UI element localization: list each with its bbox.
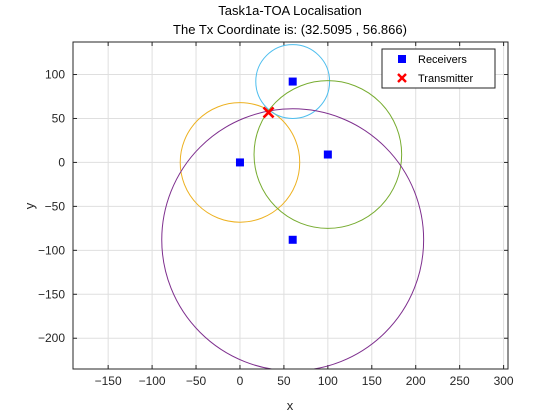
legend-receivers-marker bbox=[398, 55, 406, 63]
x-axis-label: x bbox=[287, 398, 294, 413]
range-circle bbox=[253, 80, 403, 229]
x-tick-label: 100 bbox=[318, 374, 338, 388]
legend-transmitter-marker bbox=[397, 73, 407, 83]
x-tick-label: −150 bbox=[95, 374, 122, 388]
y-axis-label: y bbox=[22, 202, 37, 209]
receiver-marker bbox=[323, 150, 332, 159]
y-tick-label: 50 bbox=[52, 111, 66, 125]
legend-receivers-label: Receivers bbox=[418, 54, 467, 66]
chart-title: Task1a-TOA Localisation bbox=[218, 3, 362, 18]
x-tick-label: 50 bbox=[277, 374, 291, 388]
x-tick-label: 250 bbox=[450, 374, 470, 388]
range-circle bbox=[161, 108, 425, 369]
plot-frame bbox=[72, 41, 509, 370]
legend: Receivers Transmitter bbox=[381, 48, 496, 89]
range-circles bbox=[161, 44, 425, 369]
x-tick-label: 300 bbox=[494, 374, 514, 388]
transmitter-marker bbox=[262, 106, 275, 119]
grid-lines bbox=[73, 42, 508, 369]
axis-ticks: −150 −100 −50 0 50 100 150 200 250 300 100 50 0 −50 −1… bbox=[38, 42, 514, 388]
receiver-marker bbox=[288, 235, 297, 244]
x-tick-label: 200 bbox=[406, 374, 426, 388]
y-tick-label: −100 bbox=[38, 243, 65, 257]
x-tick-label: 150 bbox=[362, 374, 382, 388]
x-tick-label: 0 bbox=[237, 374, 244, 388]
y-tick-label: 0 bbox=[58, 155, 65, 169]
chart-subtitle: The Tx Coordinate is: (32.5095 , 56.866) bbox=[173, 22, 407, 37]
x-tick-label: −100 bbox=[139, 374, 166, 388]
y-tick-label: −50 bbox=[45, 199, 66, 213]
receiver-marker bbox=[235, 158, 244, 167]
y-tick-label: 100 bbox=[45, 68, 65, 82]
range-circle bbox=[179, 102, 301, 223]
y-tick-label: −200 bbox=[38, 331, 65, 345]
y-tick-label: −150 bbox=[38, 287, 65, 301]
range-circle bbox=[255, 44, 331, 119]
x-tick-label: −50 bbox=[186, 374, 207, 388]
data-markers bbox=[235, 77, 332, 244]
receiver-marker bbox=[288, 77, 297, 86]
legend-transmitter-label: Transmitter bbox=[418, 73, 474, 85]
